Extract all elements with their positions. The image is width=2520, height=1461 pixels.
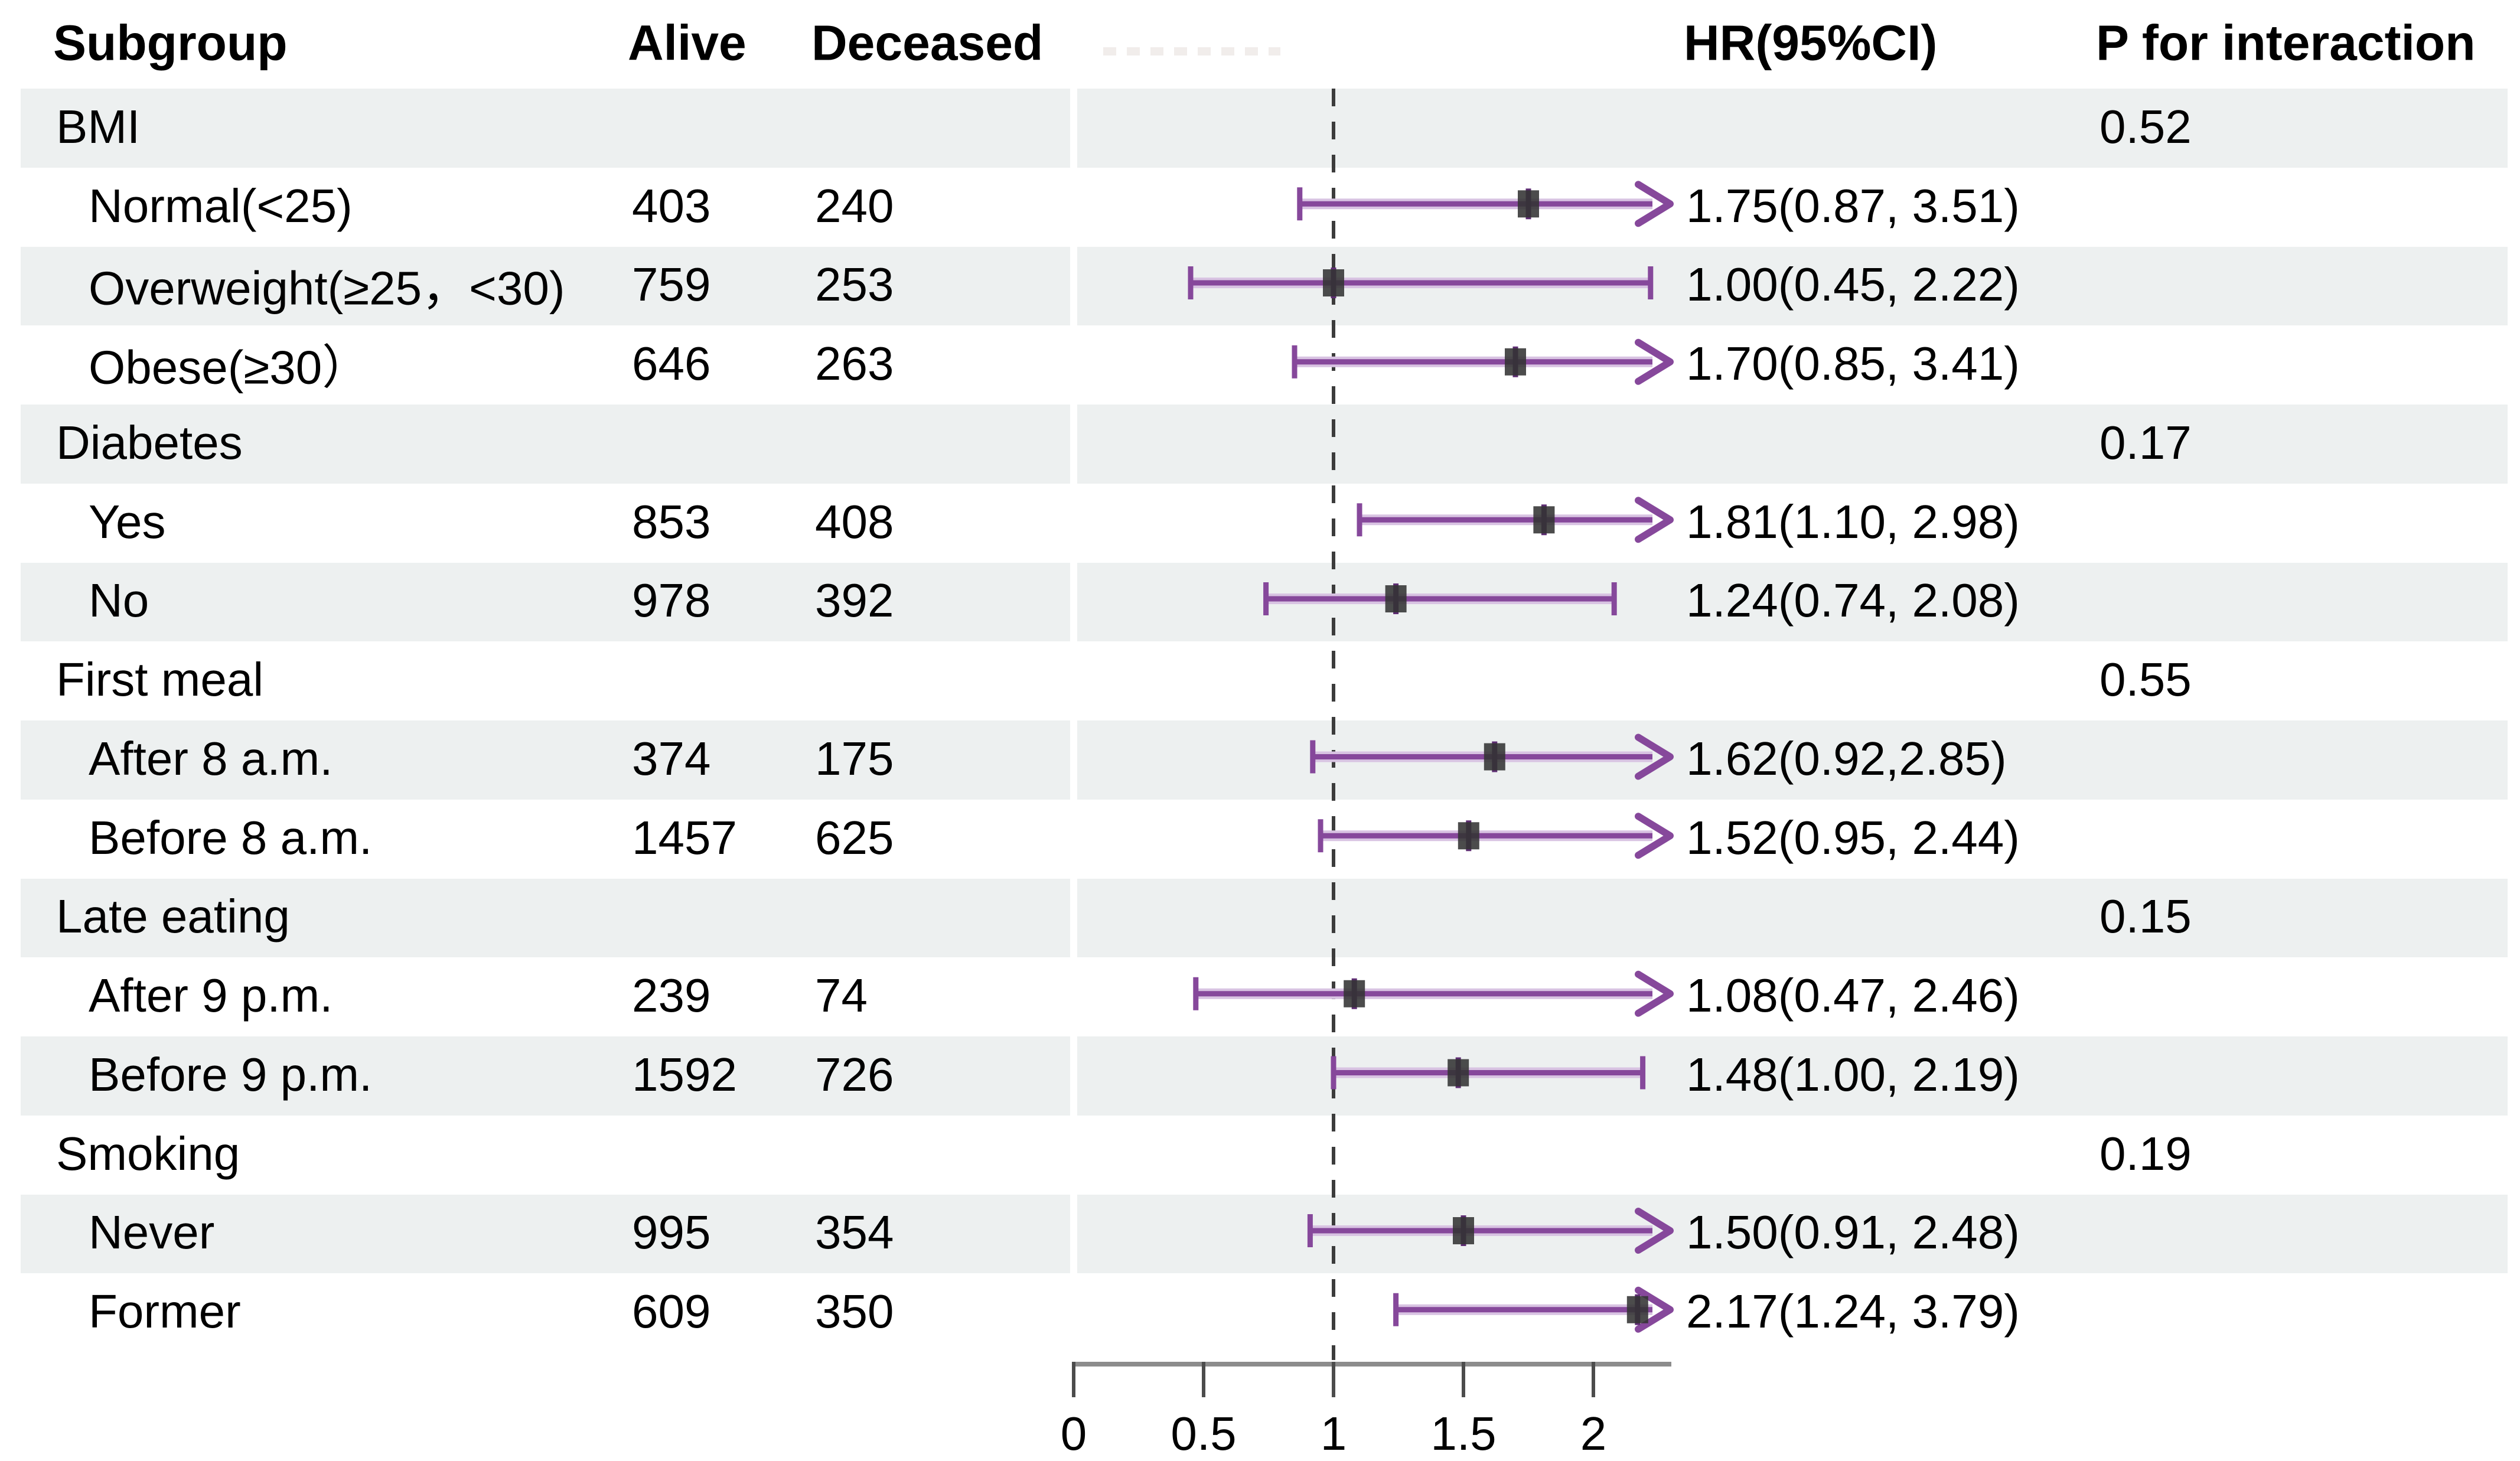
axis-tick-label: 1 [1321,1407,1347,1460]
p-interaction-value: 0.55 [2100,653,2192,706]
group-row-bmi: BMI 0.52 [0,89,2520,168]
column-header-hr-ci: HR(95%CI) [1684,15,1938,71]
p-interaction-value: 0.17 [2100,416,2192,469]
hr-ci-value: 1.52(0.95, 2.44) [1686,811,2020,864]
deceased-value: 392 [815,574,894,627]
row-label: After 9 p.m. [89,969,333,1022]
row-label: Diabetes [56,416,243,469]
table-row: Yes 853 408 1.81(1.10, 2.98) [0,484,2520,563]
row-label: No [89,574,149,627]
row-label: Before 8 a.m. [89,811,373,864]
hr-ci-value: 1.70(0.85, 3.41) [1686,337,2020,390]
axis-tick-label: 2 [1580,1407,1607,1460]
table-row: Overweight(≥25，<30) 759 253 1.00(0.45, 2… [0,246,2520,326]
column-header-alive: Alive [628,15,746,71]
row-label: Late eating [56,890,290,943]
table-row: After 9 p.m. 239 74 1.08(0.47, 2.46) [0,957,2520,1036]
deceased-value: 350 [815,1285,894,1338]
alive-value: 759 [632,258,711,311]
axis-tick-label: 0.5 [1171,1407,1236,1460]
table-row: Normal(<25) 403 240 1.75(0.87, 3.51) [0,168,2520,247]
axis-tick-label: 0 [1061,1407,1087,1460]
table-row: Obese(≥30） 646 263 1.70(0.85, 3.41) [0,325,2520,405]
hr-ci-value: 1.08(0.47, 2.46) [1686,969,2020,1022]
deceased-value: 625 [815,811,894,864]
hr-ci-value: 1.48(1.00, 2.19) [1686,1048,2020,1101]
alive-value: 403 [632,179,711,232]
row-label: Smoking [56,1127,240,1180]
row-label: Normal(<25) [89,179,353,232]
alive-value: 853 [632,495,711,548]
x-axis-ticks [1072,1362,1595,1397]
alive-value: 646 [632,337,711,390]
alive-value: 995 [632,1206,711,1259]
deceased-value: 263 [815,337,894,390]
deceased-value: 726 [815,1048,894,1101]
x-axis-labels: 0 0.5 1 1.5 2 [1061,1407,1607,1460]
row-label: Obese(≥30） [89,341,370,394]
row-label: Overweight(≥25，<30) [89,262,565,315]
row-label: Before 9 p.m. [89,1048,373,1101]
deceased-value: 253 [815,258,894,311]
row-label: After 8 a.m. [89,732,333,785]
p-interaction-value: 0.19 [2100,1127,2192,1180]
hr-ci-value: 1.50(0.91, 2.48) [1686,1206,2020,1259]
group-row-late-eating: Late eating 0.15 [0,878,2520,958]
hr-ci-value: 1.62(0.92,2.85) [1686,732,2007,785]
deceased-value: 74 [815,969,868,1022]
table-row: Never 995 354 1.50(0.91, 2.48) [0,1194,2520,1274]
table-row: Before 8 a.m. 1457 625 1.52(0.95, 2.44) [0,800,2520,879]
table-row: After 8 a.m. 374 175 1.62(0.92,2.85) [0,720,2520,800]
hr-ci-value: 1.24(0.74, 2.08) [1686,574,2020,627]
table-body: BMI 0.52 Normal(<25) 403 240 1.75(0.87, … [0,89,2520,1352]
group-row-diabetes: Diabetes 0.17 [0,405,2520,484]
alive-value: 1592 [632,1048,737,1101]
row-label: First meal [56,653,264,706]
row-label: BMI [56,100,141,154]
hr-ci-value: 1.00(0.45, 2.22) [1686,258,2020,311]
alive-value: 978 [632,574,711,627]
alive-value: 1457 [632,811,737,864]
alive-value: 374 [632,732,711,785]
deceased-value: 354 [815,1206,894,1259]
row-label: Former [89,1285,241,1338]
hr-ci-value: 1.81(1.10, 2.98) [1686,495,2020,548]
group-row-first-meal: First meal 0.55 [0,641,2520,720]
hr-ci-value: 2.17(1.24, 3.79) [1686,1285,2020,1338]
table-header: Subgroup Alive Deceased HR(95%CI) P for … [0,0,2520,89]
p-interaction-value: 0.15 [2100,890,2192,943]
column-header-subgroup: Subgroup [53,15,288,71]
column-header-p-interaction: P for interaction [2096,15,2476,71]
table-row: Former 609 350 2.17(1.24, 3.79) [0,1273,2520,1352]
table-row: Before 9 p.m. 1592 726 1.48(1.00, 2.19) [0,1036,2520,1116]
deceased-value: 175 [815,732,894,785]
alive-value: 609 [632,1285,711,1338]
p-interaction-value: 0.52 [2100,100,2192,154]
hr-ci-value: 1.75(0.87, 3.51) [1686,179,2020,232]
group-row-smoking: Smoking 0.19 [0,1116,2520,1195]
deceased-value: 408 [815,495,894,548]
table-row: No 978 392 1.24(0.74, 2.08) [0,562,2520,642]
row-label: Yes [89,495,166,548]
row-label: Never [89,1206,215,1259]
faint-watermark-dashes [1103,47,1280,56]
column-header-deceased: Deceased [811,15,1044,71]
axis-tick-label: 1.5 [1430,1407,1496,1460]
alive-value: 239 [632,969,711,1022]
deceased-value: 240 [815,179,894,232]
